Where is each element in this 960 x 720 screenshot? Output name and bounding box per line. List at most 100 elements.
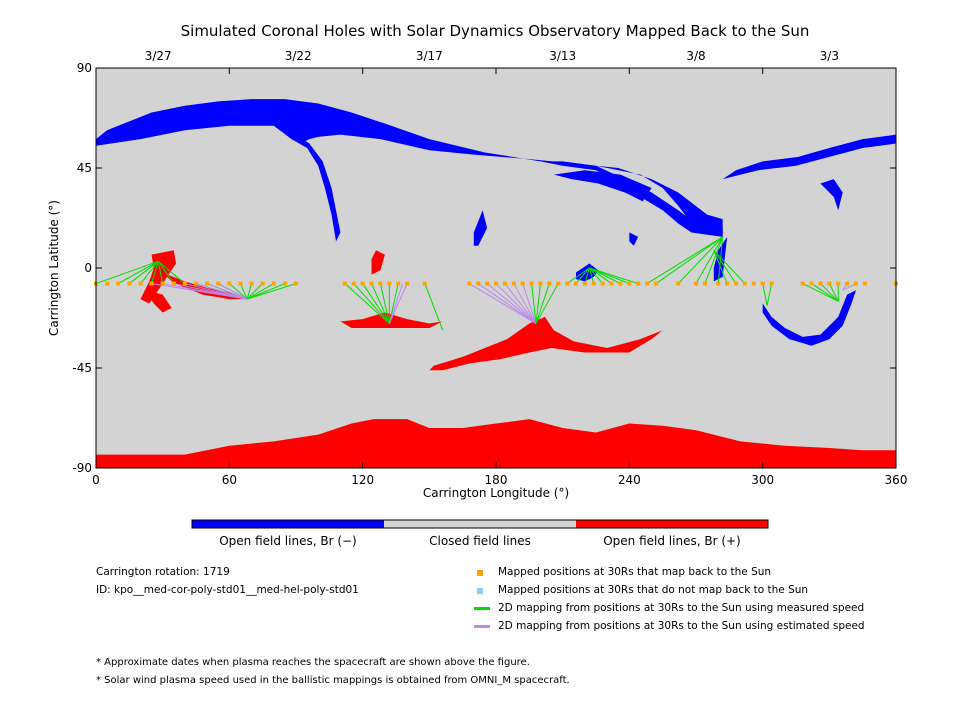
measured-mapping-line [677, 236, 724, 284]
colorbar-segment [384, 520, 576, 528]
mapped-position-point [760, 281, 765, 286]
mapped-position-point [342, 281, 347, 286]
mapped-position-point [138, 281, 143, 286]
measured-mapping-line [362, 283, 390, 324]
measured-mapping-line [535, 283, 550, 324]
mapped-position-point [645, 281, 650, 286]
mapped-position-point [609, 281, 614, 286]
mapped-position-point [591, 281, 596, 286]
estimated-mapping-line [206, 283, 248, 300]
measured-mapping-line [129, 260, 159, 284]
mapped-position-point [854, 281, 858, 286]
mapped-points [94, 281, 898, 286]
footnote-dates: * Approximate dates when plasma reaches … [96, 657, 530, 668]
x-tick-label: 0 [92, 473, 100, 487]
date-tick-label: 3/13 [549, 49, 576, 63]
mapped-position-point [627, 281, 632, 286]
mapped-position-point [149, 281, 154, 286]
measured-mapping-line [828, 283, 839, 302]
mapped-position-point [271, 281, 276, 286]
mapped-position-point [378, 281, 383, 286]
mapped-position-point [485, 281, 490, 286]
mapped-position-point [171, 281, 176, 286]
date-axis-top: 3/27 3/22 3/17 3/13 3/8 3/3 [145, 49, 839, 63]
mapped-position-point [387, 281, 392, 286]
estimated-mapping-line [504, 283, 537, 324]
colorbar-label: Open field lines, Br (+) [603, 534, 741, 548]
mapped-position-point [742, 281, 747, 286]
measured-mapping-line [246, 283, 297, 300]
mapped-position-point [529, 281, 534, 286]
colorbar-segment [192, 520, 384, 528]
mapped-position-point [160, 281, 165, 286]
measured-mapping-line [239, 283, 248, 300]
measured-mapping-line [140, 261, 159, 284]
mapped-marker-swatch [477, 570, 483, 576]
measured-mapping-line [695, 236, 724, 284]
negative-open-field-region [291, 134, 341, 242]
mapped-position-point [862, 281, 867, 286]
measured-mapping-line [589, 267, 639, 285]
mapped-position-point [216, 281, 221, 286]
mapped-position-point [636, 281, 641, 286]
negative-open-field-region [553, 170, 652, 202]
x-tick-label: 120 [351, 473, 374, 487]
x-axis-label: Carrington Longitude (°) [423, 486, 569, 500]
colorbar-label: Open field lines, Br (−) [219, 534, 357, 548]
colorbar-segment [576, 520, 768, 528]
positive-open-field-region [340, 312, 443, 328]
negative-open-field-region [820, 179, 843, 211]
mapped-position-point [116, 281, 121, 286]
mapped-position-point [194, 281, 198, 286]
estimated-mapping-line [477, 283, 537, 324]
measured-mapping-line [531, 283, 537, 324]
mapped-position-point [676, 281, 681, 286]
x-tick-label: 240 [618, 473, 641, 487]
measured-mapping-line [766, 283, 773, 306]
footnote-speed: * Solar wind plasma speed used in the ba… [96, 675, 570, 686]
estimated-line-swatch [474, 625, 490, 628]
mapped-position-point [405, 281, 410, 286]
measured-mapping-line [95, 260, 159, 285]
mapped-position-point [494, 281, 498, 286]
mapped-position-point [725, 281, 730, 286]
measured-line-swatch [474, 607, 490, 610]
measured-mapping-line [820, 283, 839, 302]
mapped-position-point [565, 281, 570, 286]
mapped-position-point [547, 281, 552, 286]
mapped-position-point [654, 281, 658, 286]
mapped-position-point [809, 281, 814, 286]
measured-mapping-line [246, 283, 264, 300]
legend-unmapped-label: Mapped positions at 30Rs that do not map… [498, 584, 809, 596]
mapped-position-point [360, 281, 365, 286]
negative-open-field-region [629, 232, 639, 246]
negative-open-field-region [96, 99, 723, 237]
negative-open-field-region [540, 161, 723, 237]
mapped-position-point [422, 281, 427, 286]
positive-open-field-region [140, 250, 176, 304]
plot-background [96, 68, 896, 468]
mapped-position-point [538, 281, 543, 286]
measured-mapping-line [157, 261, 175, 284]
mapped-position-point [827, 281, 832, 286]
estimated-mapping-line [469, 283, 537, 324]
measured-mapping-line [246, 283, 275, 300]
date-tick-label: 3/17 [416, 49, 443, 63]
positive-open-field-region [144, 290, 172, 313]
mapped-position-point [182, 281, 187, 286]
mapping-lines [95, 236, 857, 331]
mapped-position-point [818, 281, 823, 286]
legend-measured-label: 2D mapping from positions at 30Rs to the… [498, 602, 865, 614]
estimated-mapping-line [388, 283, 408, 324]
measured-mapping-line [589, 267, 621, 285]
measured-mapping-line [157, 261, 164, 284]
mapped-position-point [105, 281, 110, 286]
mapped-position-point [282, 281, 287, 286]
estimated-mapping-line [217, 283, 248, 300]
measured-mapping-line [371, 283, 390, 324]
mapped-position-point [751, 281, 756, 286]
measured-mapping-line [566, 267, 590, 284]
legend-estimated-label: 2D mapping from positions at 30Rs to the… [498, 620, 865, 632]
estimated-mapping-line [388, 283, 404, 324]
measured-mapping-line [655, 236, 723, 284]
